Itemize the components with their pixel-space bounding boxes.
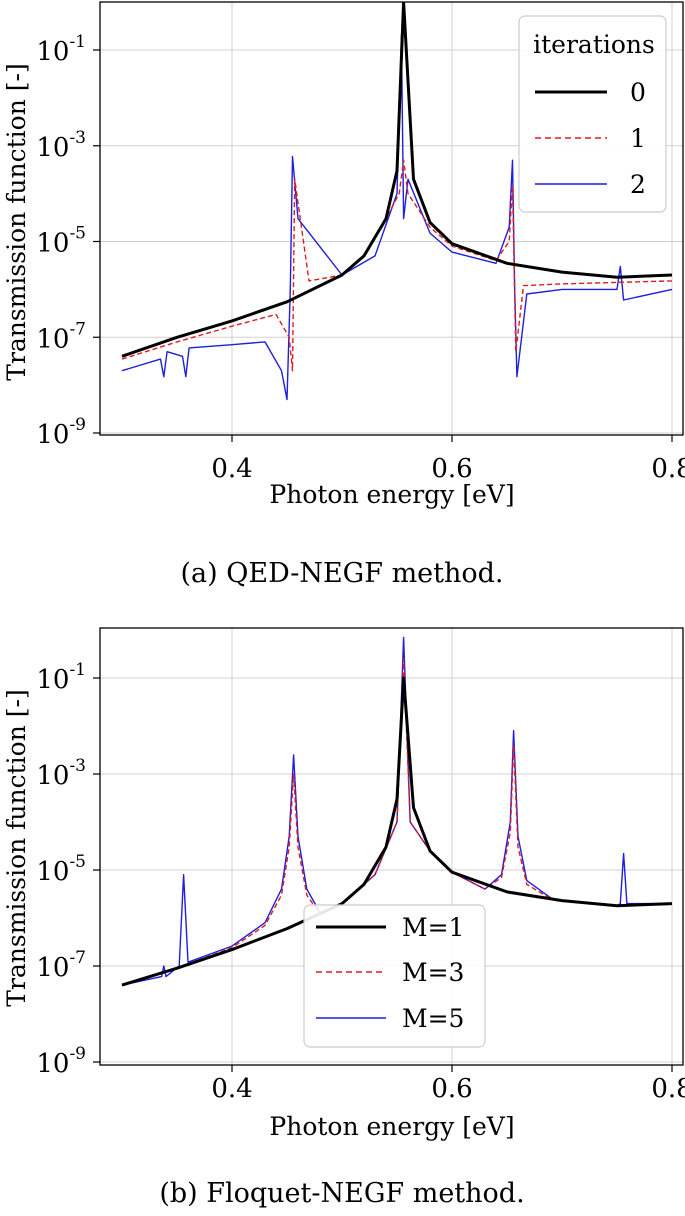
ytick-label: 10-3 xyxy=(36,756,86,791)
panel-a-legend-label-1: 1 xyxy=(630,124,646,153)
panel-b-ytick-labels: 10-1 10-3 10-5 10-7 10-9 xyxy=(36,660,86,1079)
panel-b-xtick-labels: 0.4 0.6 0.8 xyxy=(211,1074,685,1104)
series-line-2 xyxy=(121,34,673,401)
panel-b-caption: (b) Floquet-NEGF method. xyxy=(159,1178,524,1209)
panel-a-ytick-labels: 10-1 10-3 10-5 10-7 10-9 xyxy=(36,32,86,450)
panel-a-xlabel: Photon energy [eV] xyxy=(269,480,514,509)
panel-a-legend-box xyxy=(518,15,667,213)
panel-b: 10-1 10-3 10-5 10-7 10-9 0.4 0.6 0.8 Photon en… xyxy=(2,627,685,1209)
ytick-label: 10-1 xyxy=(36,32,86,67)
panel-a-xtick-labels: 0.4 0.6 0.8 xyxy=(211,454,685,484)
panel-a-ticks xyxy=(93,49,673,442)
ytick-label: 10-9 xyxy=(36,1044,86,1079)
xtick-label: 0.4 xyxy=(211,1074,252,1104)
ytick-label: 10-7 xyxy=(36,319,86,354)
panel-b-legend: M=1 M=3 M=5 xyxy=(303,904,486,1048)
panel-a-ylabel: Transmission function [-] xyxy=(2,63,31,380)
ytick-label: 10-5 xyxy=(36,224,86,259)
panel-a-legend-label-2: 2 xyxy=(630,170,646,199)
panel-b-legend-label-0: M=1 xyxy=(402,913,464,942)
panel-a-legend-title: iterations xyxy=(533,30,655,59)
panel-a-caption: (a) QED-NEGF method. xyxy=(180,558,503,589)
ytick-label: 10-5 xyxy=(36,852,86,887)
ytick-label: 10-9 xyxy=(36,415,86,450)
panel-a-series xyxy=(121,2,673,401)
xtick-label: 0.4 xyxy=(211,454,252,484)
panel-b-grid xyxy=(100,628,683,1065)
xtick-label: 0.8 xyxy=(651,1074,685,1104)
series-line-m-1 xyxy=(121,676,673,987)
panel-a-grid xyxy=(100,2,683,435)
panel-b-xlabel: Photon energy [eV] xyxy=(269,1112,514,1141)
panel-a-frame xyxy=(99,1,684,436)
panel-b-frame xyxy=(99,627,684,1066)
panel-b-ylabel: Transmission function [-] xyxy=(2,689,31,1006)
ytick-label: 10-1 xyxy=(36,660,86,695)
panel-a: 10-1 10-3 10-5 10-7 10-9 0.4 0.6 0.8 Photon en… xyxy=(2,1,685,589)
xtick-label: 0.6 xyxy=(431,454,472,484)
panel-b-legend-label-2: M=5 xyxy=(402,1004,464,1033)
ytick-label: 10-3 xyxy=(36,128,86,163)
series-line-0 xyxy=(121,2,673,358)
panel-a-legend-label-0: 0 xyxy=(630,78,646,107)
panel-b-legend-box xyxy=(303,904,486,1048)
panel-b-series-clip xyxy=(121,636,673,987)
series-line-m-3 xyxy=(121,658,673,986)
panel-b-series xyxy=(121,636,673,987)
panel-a-legend: iterations 0 1 2 xyxy=(518,15,667,213)
panel-b-legend-label-1: M=3 xyxy=(402,958,464,987)
xtick-label: 0.8 xyxy=(651,454,685,484)
series-line-1 xyxy=(121,159,673,372)
ytick-label: 10-7 xyxy=(36,948,86,983)
panel-b-ticks xyxy=(93,677,673,1072)
xtick-label: 0.6 xyxy=(431,1074,472,1104)
panel-a-series-clip xyxy=(121,2,673,401)
